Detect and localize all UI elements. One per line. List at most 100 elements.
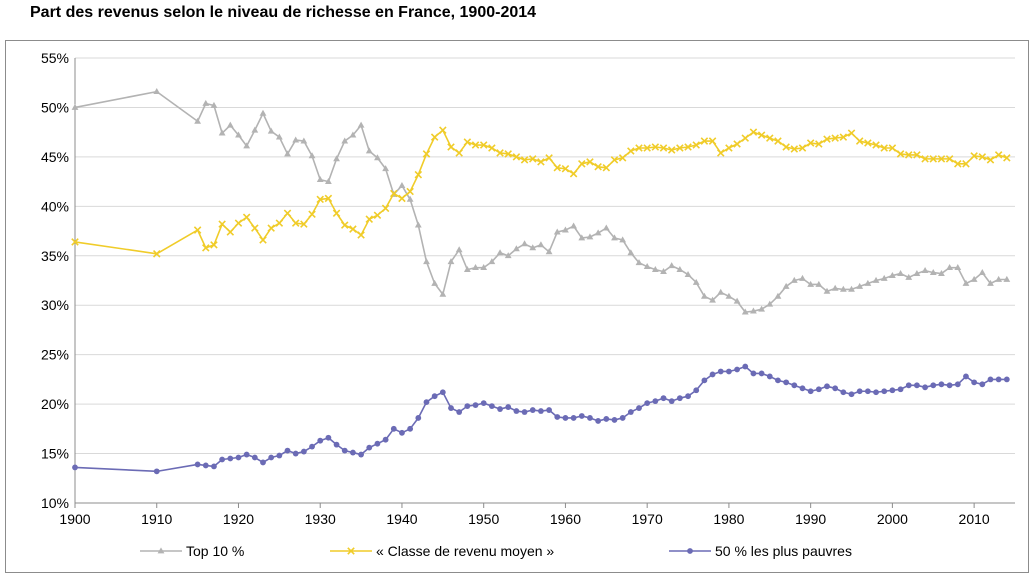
data-point <box>554 414 561 420</box>
data-point <box>308 152 316 159</box>
data-point <box>643 263 651 270</box>
data-point <box>415 415 422 421</box>
data-point <box>439 389 446 396</box>
data-point <box>512 153 521 161</box>
data-point <box>1003 154 1011 162</box>
data-point <box>521 240 528 247</box>
data-point <box>471 141 480 149</box>
data-point <box>349 225 357 233</box>
data-point <box>963 373 969 380</box>
data-point <box>480 400 487 407</box>
y-axis-tick-labels: 10% 15% 20% 25% 30% 35% 40% 45% 50% 55% <box>41 50 69 511</box>
data-point <box>766 300 774 307</box>
data-point <box>603 416 610 422</box>
data-point <box>987 376 994 383</box>
data-point <box>782 282 790 289</box>
data-point <box>398 194 406 203</box>
data-point <box>896 150 905 158</box>
data-point <box>970 275 978 282</box>
data-point <box>847 129 856 137</box>
data-point <box>300 220 308 228</box>
data-point <box>422 150 431 158</box>
data-point <box>971 379 978 386</box>
series-group <box>71 88 1011 475</box>
data-point <box>447 258 455 265</box>
x-tick-label: 2010 <box>959 511 990 527</box>
data-point <box>783 379 790 386</box>
data-point <box>153 88 161 95</box>
data-point <box>317 437 324 444</box>
data-point <box>431 279 439 286</box>
legend-label: 50 % les plus pauvres <box>715 543 852 559</box>
data-point <box>251 224 259 232</box>
data-point <box>308 210 316 219</box>
data-point <box>921 267 929 274</box>
data-point <box>946 264 954 271</box>
data-point <box>455 149 463 157</box>
data-point <box>725 144 733 152</box>
data-point <box>667 146 676 154</box>
x-tick-label: 1920 <box>223 511 254 527</box>
data-point <box>275 219 284 227</box>
legend-label: « Classe de revenu moyen » <box>376 543 554 559</box>
data-point <box>741 134 750 142</box>
data-point <box>872 276 880 283</box>
data-point <box>954 264 962 271</box>
data-point <box>676 144 684 152</box>
data-point <box>618 154 627 162</box>
data-point <box>153 468 160 475</box>
data-point <box>905 273 913 280</box>
y-tick-label: 25% <box>41 347 69 363</box>
data-point <box>578 160 586 168</box>
data-point <box>757 131 766 139</box>
data-point <box>668 262 676 269</box>
legend-marker <box>347 547 355 555</box>
y-tick-label: 30% <box>41 297 69 313</box>
data-point <box>423 399 430 406</box>
legend-marker <box>687 548 693 554</box>
data-point <box>71 238 79 246</box>
data-point <box>390 189 398 198</box>
data-point <box>340 221 349 229</box>
data-point <box>709 371 716 378</box>
data-point <box>235 454 242 461</box>
data-point <box>357 231 365 239</box>
data-point <box>978 153 987 161</box>
data-point <box>750 370 757 377</box>
data-point <box>226 121 234 128</box>
data-point <box>749 128 758 136</box>
data-point <box>930 382 937 389</box>
data-point <box>913 151 921 159</box>
data-point <box>651 266 659 273</box>
data-point <box>709 296 716 303</box>
data-point <box>864 388 871 395</box>
legend-item: 50 % les plus pauvres <box>669 543 852 559</box>
data-point <box>309 443 315 450</box>
data-point <box>815 386 822 393</box>
data-point <box>946 382 953 389</box>
data-point <box>545 248 553 255</box>
data-point <box>373 211 382 219</box>
data-point <box>587 415 593 421</box>
data-point <box>660 268 667 274</box>
data-point <box>823 287 831 294</box>
data-point <box>226 228 235 236</box>
y-tick-label: 40% <box>41 198 69 214</box>
data-point <box>324 194 333 203</box>
y-tick-label: 55% <box>41 50 69 66</box>
data-point <box>815 140 823 148</box>
data-point <box>488 144 496 152</box>
data-point <box>553 228 561 235</box>
x-tick-label: 2000 <box>877 511 908 527</box>
chart-area <box>5 40 1029 573</box>
data-point <box>537 158 545 166</box>
data-point <box>268 454 275 461</box>
data-point <box>374 154 381 161</box>
data-point <box>914 382 920 389</box>
data-point <box>275 133 283 140</box>
data-point <box>873 389 879 396</box>
data-point <box>758 370 765 377</box>
data-point <box>701 377 708 384</box>
data-point <box>725 292 733 299</box>
data-point <box>799 274 806 281</box>
